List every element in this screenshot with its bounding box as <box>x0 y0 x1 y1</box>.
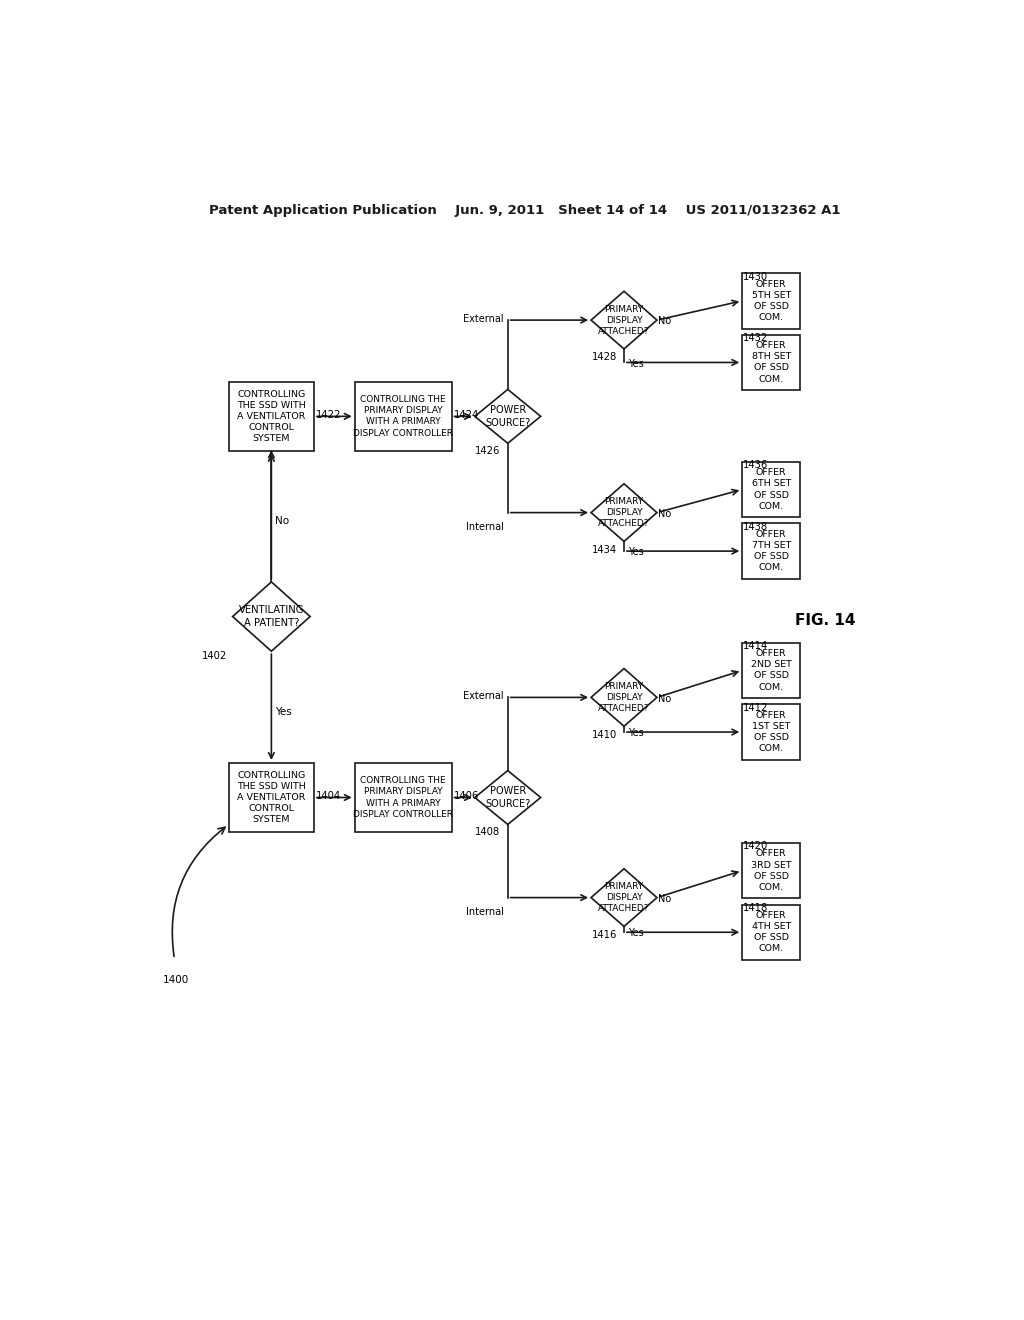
Text: 1406: 1406 <box>454 792 479 801</box>
Text: PRIMARY
DISPLAY
ATTACHED?: PRIMARY DISPLAY ATTACHED? <box>598 498 650 528</box>
Text: External: External <box>463 692 504 701</box>
Polygon shape <box>475 771 541 825</box>
Text: 1422: 1422 <box>316 411 342 420</box>
Text: Yes: Yes <box>628 548 644 557</box>
FancyBboxPatch shape <box>228 763 314 832</box>
Text: CONTROLLING THE
PRIMARY DISPLAY
WITH A PRIMARY
DISPLAY CONTROLLER: CONTROLLING THE PRIMARY DISPLAY WITH A P… <box>353 395 454 437</box>
Text: 1420: 1420 <box>742 841 768 851</box>
FancyBboxPatch shape <box>742 273 801 329</box>
Text: No: No <box>658 894 672 904</box>
Polygon shape <box>232 582 310 651</box>
Text: Yes: Yes <box>628 359 644 368</box>
Text: 1410: 1410 <box>592 730 616 739</box>
Text: 1436: 1436 <box>742 461 768 470</box>
Text: No: No <box>658 317 672 326</box>
Text: 1434: 1434 <box>592 545 616 554</box>
Text: CONTROLLING
THE SSD WITH
A VENTILATOR
CONTROL
SYSTEM: CONTROLLING THE SSD WITH A VENTILATOR CO… <box>237 771 306 824</box>
FancyBboxPatch shape <box>742 705 801 760</box>
Text: 1428: 1428 <box>592 352 616 363</box>
Text: 1412: 1412 <box>742 702 768 713</box>
Polygon shape <box>591 483 657 541</box>
Text: No: No <box>658 693 672 704</box>
Text: OFFER
6TH SET
OF SSD
COM.: OFFER 6TH SET OF SSD COM. <box>752 469 791 511</box>
FancyBboxPatch shape <box>742 462 801 517</box>
Text: 1426: 1426 <box>475 446 501 455</box>
Text: Internal: Internal <box>466 907 504 917</box>
Text: 1416: 1416 <box>592 929 616 940</box>
Text: OFFER
4TH SET
OF SSD
COM.: OFFER 4TH SET OF SSD COM. <box>752 911 791 953</box>
FancyBboxPatch shape <box>742 904 801 960</box>
Text: 1402: 1402 <box>202 651 227 661</box>
Text: Patent Application Publication    Jun. 9, 2011   Sheet 14 of 14    US 2011/01323: Patent Application Publication Jun. 9, 2… <box>209 205 841 218</box>
FancyBboxPatch shape <box>742 643 801 698</box>
FancyBboxPatch shape <box>354 763 452 832</box>
Text: External: External <box>463 314 504 323</box>
Text: 1424: 1424 <box>454 411 479 420</box>
Text: Yes: Yes <box>628 729 644 738</box>
Text: 1430: 1430 <box>742 272 768 281</box>
Polygon shape <box>591 668 657 726</box>
Polygon shape <box>475 389 541 444</box>
Text: 1414: 1414 <box>742 642 768 651</box>
Text: VENTILATING
A PATIENT?: VENTILATING A PATIENT? <box>239 606 304 628</box>
Text: 1400: 1400 <box>163 974 189 985</box>
Text: OFFER
8TH SET
OF SSD
COM.: OFFER 8TH SET OF SSD COM. <box>752 342 791 384</box>
Text: OFFER
7TH SET
OF SSD
COM.: OFFER 7TH SET OF SSD COM. <box>752 529 791 573</box>
Text: OFFER
2ND SET
OF SSD
COM.: OFFER 2ND SET OF SSD COM. <box>751 649 792 692</box>
FancyBboxPatch shape <box>228 381 314 451</box>
FancyArrowPatch shape <box>172 828 225 957</box>
Text: POWER
SOURCE?: POWER SOURCE? <box>485 405 530 428</box>
Text: Internal: Internal <box>466 521 504 532</box>
FancyBboxPatch shape <box>742 524 801 578</box>
Text: CONTROLLING THE
PRIMARY DISPLAY
WITH A PRIMARY
DISPLAY CONTROLLER: CONTROLLING THE PRIMARY DISPLAY WITH A P… <box>353 776 454 818</box>
Text: No: No <box>658 508 672 519</box>
Text: FIG. 14: FIG. 14 <box>796 612 856 628</box>
Text: PRIMARY
DISPLAY
ATTACHED?: PRIMARY DISPLAY ATTACHED? <box>598 305 650 335</box>
FancyBboxPatch shape <box>742 335 801 391</box>
Polygon shape <box>591 292 657 348</box>
Text: 1404: 1404 <box>316 792 341 801</box>
Text: 1408: 1408 <box>475 826 501 837</box>
Text: PRIMARY
DISPLAY
ATTACHED?: PRIMARY DISPLAY ATTACHED? <box>598 882 650 913</box>
Text: PRIMARY
DISPLAY
ATTACHED?: PRIMARY DISPLAY ATTACHED? <box>598 682 650 713</box>
FancyBboxPatch shape <box>742 843 801 899</box>
Text: 1438: 1438 <box>742 521 768 532</box>
Text: Yes: Yes <box>628 928 644 939</box>
Text: OFFER
5TH SET
OF SSD
COM.: OFFER 5TH SET OF SSD COM. <box>752 280 791 322</box>
Text: CONTROLLING
THE SSD WITH
A VENTILATOR
CONTROL
SYSTEM: CONTROLLING THE SSD WITH A VENTILATOR CO… <box>237 389 306 444</box>
Text: No: No <box>275 516 290 527</box>
Text: POWER
SOURCE?: POWER SOURCE? <box>485 787 530 809</box>
Text: OFFER
3RD SET
OF SSD
COM.: OFFER 3RD SET OF SSD COM. <box>751 850 792 892</box>
Text: 1432: 1432 <box>742 333 768 343</box>
Text: OFFER
1ST SET
OF SSD
COM.: OFFER 1ST SET OF SSD COM. <box>752 711 791 754</box>
Text: 1418: 1418 <box>742 903 768 913</box>
Text: Yes: Yes <box>275 708 292 717</box>
FancyBboxPatch shape <box>354 381 452 451</box>
Polygon shape <box>591 869 657 927</box>
